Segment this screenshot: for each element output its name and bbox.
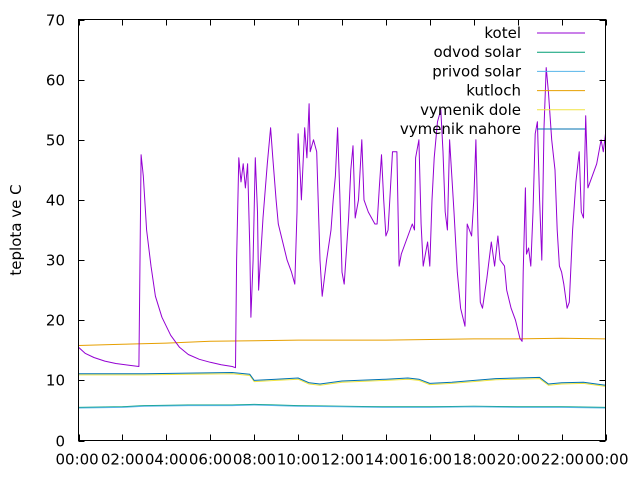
legend-label-kotel: kotel bbox=[484, 24, 521, 42]
legend-label-privod-solar: privod solar bbox=[432, 62, 522, 80]
x-tick-label: 00:00 bbox=[585, 451, 628, 469]
legend-label-odvod-solar: odvod solar bbox=[433, 43, 521, 61]
series-line-vymenik-nahore bbox=[78, 372, 606, 386]
legend-label-kutloch: kutloch bbox=[466, 82, 521, 100]
series-layer bbox=[78, 67, 606, 409]
y-tick-label: 30 bbox=[46, 252, 65, 270]
legend-label-vymenik-nahore: vymenik nahore bbox=[400, 120, 521, 138]
x-tick-label: 06:00 bbox=[189, 451, 232, 469]
x-tick-label: 22:00 bbox=[541, 451, 584, 469]
y-tick-label: 50 bbox=[46, 132, 65, 150]
y-tick-label: 40 bbox=[46, 192, 65, 210]
y-tick-label: 10 bbox=[46, 372, 65, 390]
x-tick-label: 16:00 bbox=[409, 451, 452, 469]
series-line-odvod-solar bbox=[78, 403, 606, 408]
series-line-kutloch bbox=[78, 337, 606, 346]
y-tick-label: 70 bbox=[46, 12, 65, 30]
y-tick-label: 60 bbox=[46, 72, 65, 90]
series-line-vymenik-dole bbox=[78, 373, 606, 387]
series-line-kotel bbox=[78, 67, 606, 369]
legend-label-vymenik-dole: vymenik dole bbox=[420, 101, 521, 119]
x-tick-label: 12:00 bbox=[321, 451, 364, 469]
x-tick-label: 00:00 bbox=[56, 451, 99, 469]
x-tick-label: 20:00 bbox=[497, 451, 540, 469]
x-tick-label: 10:00 bbox=[277, 451, 320, 469]
y-axis-title: teplota ve C bbox=[7, 184, 25, 275]
y-tick-label: 20 bbox=[46, 312, 65, 330]
x-tick-label: 18:00 bbox=[453, 451, 496, 469]
y-tick-label: 0 bbox=[55, 433, 65, 451]
x-tick-label: 02:00 bbox=[101, 451, 144, 469]
x-tick-label: 14:00 bbox=[365, 451, 408, 469]
series-line-privod-solar bbox=[78, 404, 606, 409]
x-tick-label: 04:00 bbox=[145, 451, 188, 469]
x-tick-label: 08:00 bbox=[233, 451, 276, 469]
